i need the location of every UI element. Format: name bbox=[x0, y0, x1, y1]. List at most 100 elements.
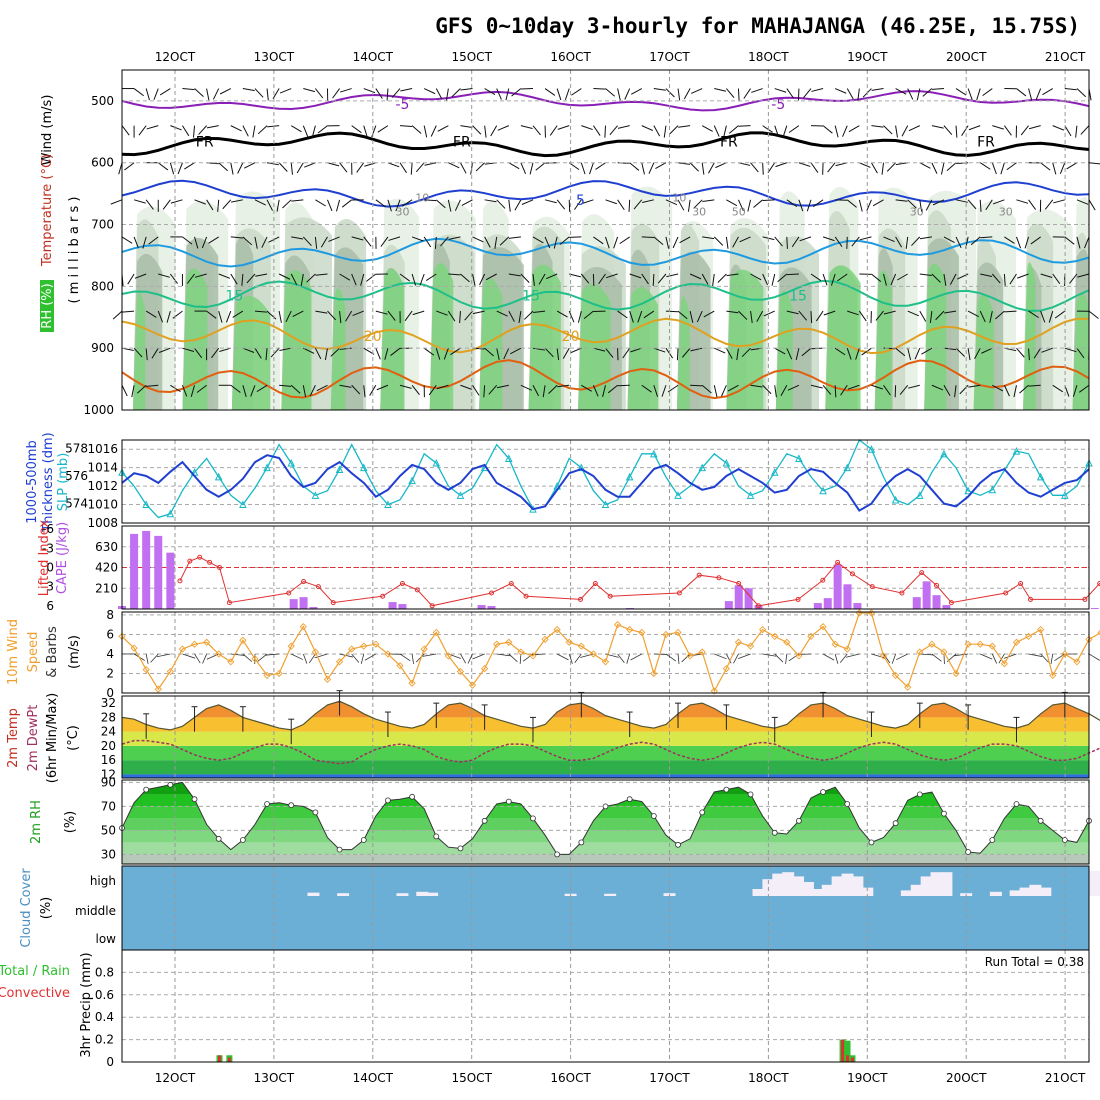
isotherm-line bbox=[121, 237, 1090, 268]
wind-barb bbox=[375, 199, 386, 208]
wind-barb bbox=[605, 88, 616, 97]
wind-barb bbox=[682, 347, 691, 358]
rh-marker bbox=[796, 817, 802, 824]
wind-barb bbox=[401, 199, 413, 207]
wind-barb bbox=[219, 88, 232, 95]
run-total-label: Run Total = 0.38 bbox=[985, 955, 1084, 969]
wind-barb bbox=[895, 199, 908, 202]
cape-bar bbox=[1090, 608, 1099, 609]
wind-barb bbox=[415, 162, 425, 173]
wind-barb bbox=[1024, 236, 1030, 249]
wind-barb bbox=[771, 273, 776, 286]
wind-barb bbox=[617, 199, 625, 211]
wind-barb bbox=[747, 199, 752, 212]
wind-barb bbox=[231, 199, 243, 203]
rh-shading bbox=[528, 264, 561, 410]
wind-barb bbox=[556, 88, 562, 101]
wind-barb bbox=[306, 273, 316, 283]
cape-bar bbox=[398, 604, 407, 609]
wind-barb bbox=[641, 384, 652, 393]
precip-tick-label: 0 bbox=[106, 1055, 114, 1069]
y-label-temp-unit: (°C) bbox=[66, 725, 81, 751]
wind-marker bbox=[432, 628, 440, 637]
wind-barb bbox=[866, 199, 872, 212]
y-label-temperature: Temperature (°C) bbox=[40, 154, 55, 267]
wind-barb bbox=[508, 236, 521, 239]
top-time-axis: 12OCT 13OCT 14OCT 15OCT 16OCT 17OCT 18OCT 19OCT… bbox=[155, 50, 1086, 64]
panel-thickness-slp: 1008 1010 1012 1014 1016 574 576 578 1000-500mb T… bbox=[25, 432, 1093, 533]
rh-band bbox=[122, 854, 1089, 864]
wind-barb bbox=[750, 384, 763, 388]
wind-barb bbox=[423, 125, 428, 138]
wind-barb bbox=[665, 653, 677, 662]
wind-barb bbox=[317, 125, 328, 134]
wind-barb bbox=[995, 310, 1005, 320]
cloud-block bbox=[396, 893, 409, 896]
wind-barb bbox=[133, 236, 139, 249]
wind-marker bbox=[589, 650, 598, 658]
slp-line bbox=[121, 438, 1090, 519]
y-label-temp: 2m Temp bbox=[6, 708, 21, 768]
cloud-block bbox=[1009, 890, 1022, 896]
wind-barb bbox=[689, 162, 699, 172]
wind-barb bbox=[443, 348, 449, 360]
wind-barb bbox=[230, 384, 241, 393]
wind-barb bbox=[1028, 199, 1037, 210]
wind-barb bbox=[641, 162, 645, 175]
wind-barb bbox=[387, 199, 392, 212]
wind-barb bbox=[895, 125, 898, 138]
wind-barb bbox=[883, 384, 891, 396]
cape-bar bbox=[922, 581, 931, 609]
thickness-tick-label: 576 bbox=[65, 469, 88, 483]
rh-marker bbox=[892, 820, 899, 827]
rh-marker bbox=[505, 798, 512, 805]
wind-barb bbox=[1028, 125, 1041, 130]
wind-barb bbox=[954, 653, 969, 657]
slp-tick-label: 1008 bbox=[87, 516, 118, 530]
wind-barb bbox=[810, 162, 819, 173]
li-tick-label: 6 bbox=[46, 599, 54, 613]
rh-marker bbox=[602, 803, 609, 810]
wind-barb bbox=[479, 273, 486, 286]
rh-marker bbox=[989, 837, 996, 843]
wind-barb bbox=[1072, 385, 1078, 397]
wind-barb bbox=[360, 273, 365, 286]
wind-marker bbox=[1097, 629, 1100, 636]
wind-barb bbox=[944, 310, 957, 314]
wind-barb bbox=[399, 162, 407, 174]
cloud-block bbox=[801, 882, 814, 896]
cloud-block bbox=[940, 872, 953, 896]
wind-marker bbox=[577, 642, 585, 650]
rh-marker bbox=[820, 789, 826, 795]
wind-barb bbox=[653, 385, 659, 397]
slp-marker bbox=[940, 449, 948, 458]
li-marker bbox=[899, 590, 905, 596]
wind-barb bbox=[929, 311, 933, 324]
wind-barb bbox=[303, 347, 315, 354]
li-marker bbox=[429, 603, 435, 609]
wind-barb bbox=[949, 273, 957, 285]
rh-marker bbox=[191, 796, 198, 803]
wind-barb bbox=[786, 88, 795, 99]
wind-barb bbox=[428, 384, 437, 396]
wind-barb bbox=[291, 653, 304, 660]
wind-marker bbox=[227, 658, 235, 666]
wind-barb bbox=[564, 88, 570, 101]
wind-barb bbox=[834, 236, 843, 248]
wind-barb bbox=[723, 125, 727, 138]
wind-barb bbox=[592, 125, 601, 136]
wind-barb bbox=[598, 273, 606, 285]
wind-barb bbox=[846, 653, 860, 658]
wind-barb bbox=[1084, 236, 1090, 249]
wind-barb bbox=[629, 162, 640, 171]
wind-marker bbox=[964, 640, 972, 648]
rh-shading bbox=[429, 263, 454, 410]
wind-barb bbox=[208, 236, 219, 244]
wind-barb bbox=[472, 236, 484, 243]
wind-barb bbox=[290, 273, 298, 285]
wind-barb bbox=[121, 236, 133, 244]
wind-barb bbox=[230, 653, 245, 656]
precip-tick-label: 0.2 bbox=[95, 1033, 114, 1047]
contour-label: -5 bbox=[771, 97, 785, 113]
wind-barb bbox=[919, 236, 932, 240]
